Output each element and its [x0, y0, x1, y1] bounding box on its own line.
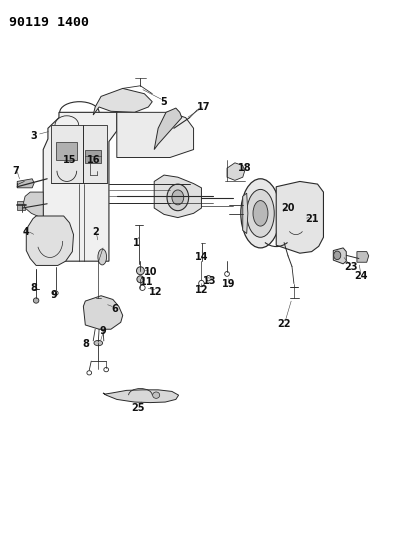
- Text: 22: 22: [277, 319, 291, 329]
- Polygon shape: [154, 108, 182, 150]
- Text: 24: 24: [354, 271, 368, 280]
- Ellipse shape: [137, 266, 144, 274]
- Text: 3: 3: [31, 131, 38, 141]
- Ellipse shape: [172, 190, 184, 205]
- Polygon shape: [117, 112, 194, 158]
- Text: 16: 16: [87, 155, 100, 165]
- Text: 10: 10: [143, 267, 157, 277]
- Ellipse shape: [152, 392, 160, 398]
- Ellipse shape: [253, 200, 268, 226]
- Ellipse shape: [241, 179, 280, 248]
- Text: 17: 17: [197, 102, 210, 112]
- Ellipse shape: [334, 251, 341, 260]
- Ellipse shape: [247, 189, 274, 237]
- Polygon shape: [357, 252, 369, 262]
- Text: 2: 2: [92, 227, 98, 237]
- Text: 20: 20: [281, 203, 295, 213]
- Text: 18: 18: [238, 163, 252, 173]
- Text: 11: 11: [139, 278, 153, 287]
- Polygon shape: [24, 192, 43, 219]
- Text: 12: 12: [149, 287, 163, 297]
- Text: 7: 7: [12, 166, 19, 176]
- Ellipse shape: [94, 341, 103, 346]
- Polygon shape: [26, 216, 73, 265]
- Ellipse shape: [33, 298, 39, 303]
- Text: 14: 14: [195, 252, 208, 262]
- Text: 21: 21: [305, 214, 318, 224]
- Polygon shape: [83, 296, 123, 329]
- Ellipse shape: [167, 184, 189, 211]
- Polygon shape: [103, 390, 179, 402]
- Polygon shape: [93, 88, 152, 115]
- Polygon shape: [227, 163, 245, 180]
- Text: 8: 8: [30, 283, 37, 293]
- Text: 25: 25: [132, 403, 145, 414]
- Text: 1: 1: [133, 238, 140, 247]
- Polygon shape: [276, 181, 324, 253]
- Bar: [17, 201, 25, 209]
- Text: 19: 19: [222, 279, 236, 288]
- Text: 9: 9: [100, 326, 106, 336]
- Bar: [56, 142, 77, 160]
- Polygon shape: [154, 175, 201, 217]
- Ellipse shape: [98, 249, 107, 265]
- Text: 5: 5: [161, 96, 167, 107]
- Text: 4: 4: [23, 227, 30, 237]
- Bar: [83, 125, 107, 182]
- Text: 23: 23: [344, 262, 358, 271]
- Text: 15: 15: [63, 155, 76, 165]
- Text: 12: 12: [195, 286, 208, 295]
- Text: 6: 6: [111, 304, 118, 314]
- Text: 8: 8: [82, 338, 89, 349]
- Polygon shape: [333, 248, 346, 264]
- Text: 90119 1400: 90119 1400: [9, 15, 89, 29]
- Bar: [51, 125, 83, 182]
- Text: 13: 13: [203, 276, 216, 286]
- Polygon shape: [43, 112, 117, 261]
- Bar: [85, 150, 101, 163]
- Polygon shape: [17, 179, 34, 188]
- Ellipse shape: [137, 276, 144, 282]
- Polygon shape: [243, 193, 248, 233]
- Text: 9: 9: [51, 290, 57, 300]
